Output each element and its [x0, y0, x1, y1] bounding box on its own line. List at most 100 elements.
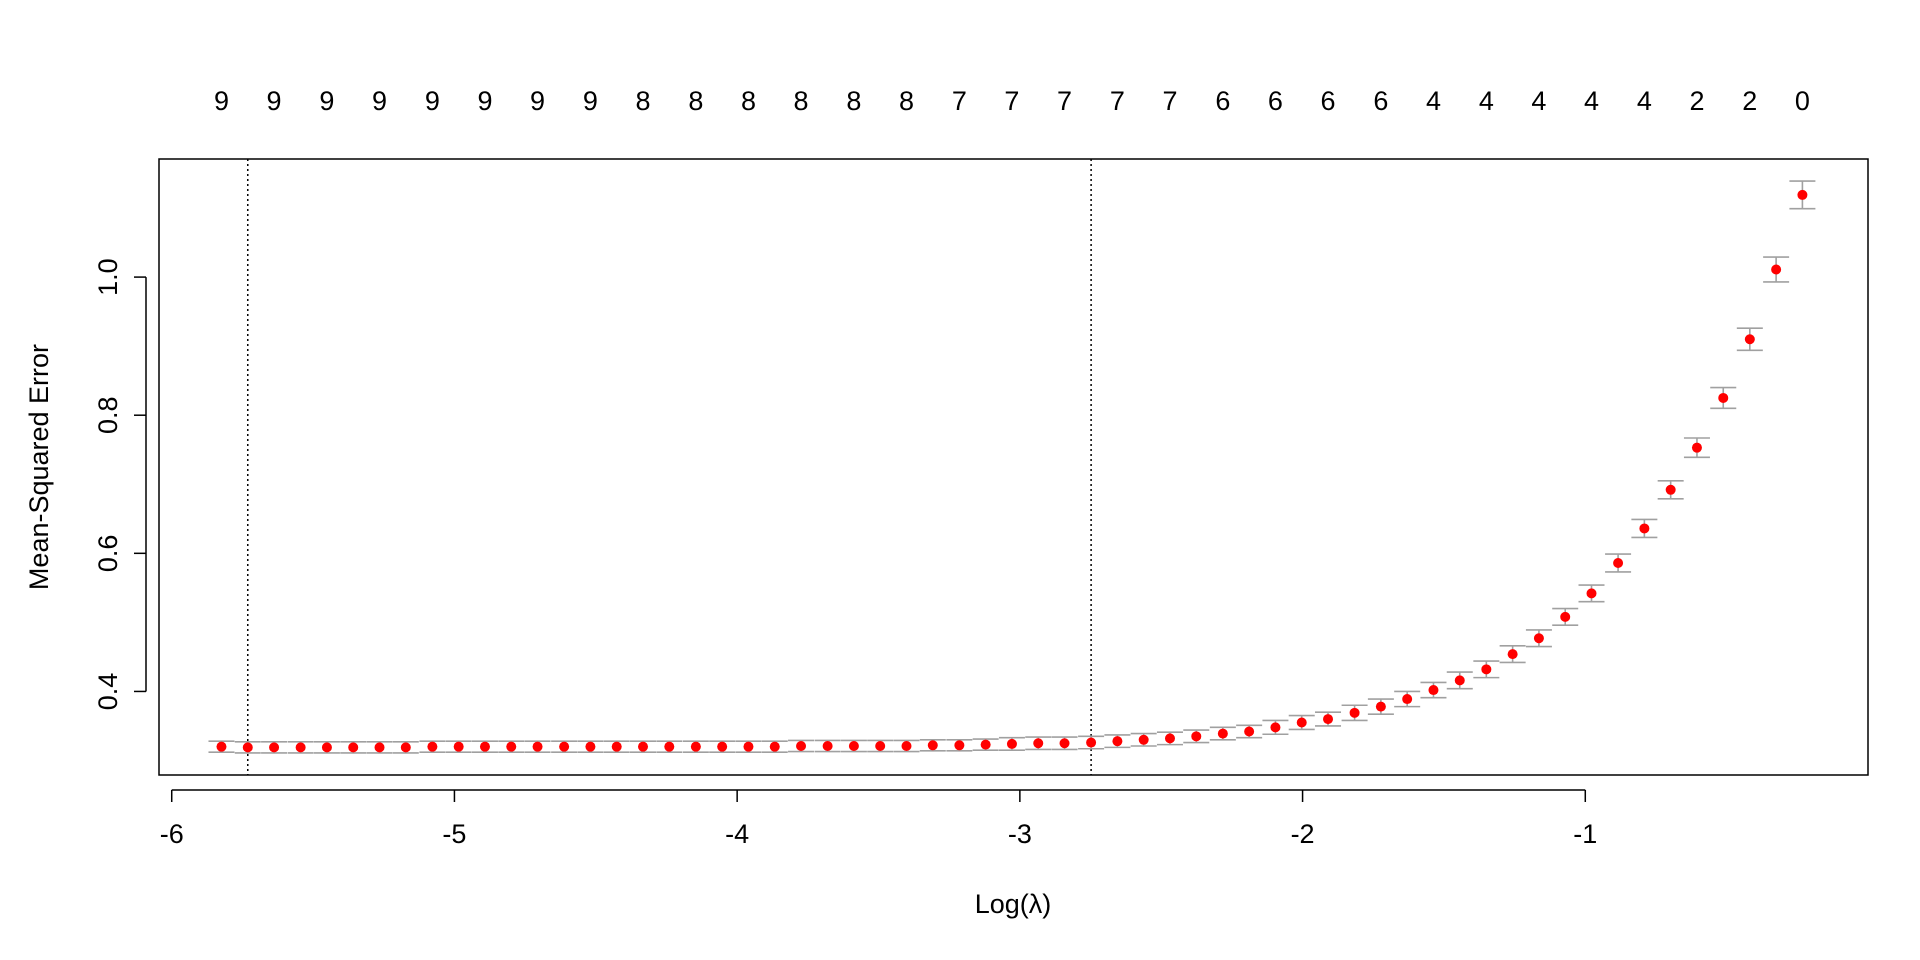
top-tick-label: 8	[846, 86, 861, 116]
point	[1059, 738, 1070, 749]
point	[769, 741, 780, 752]
plot-frame	[158, 158, 1869, 776]
point	[1481, 664, 1492, 675]
point	[453, 741, 464, 752]
top-tick-label: 4	[1584, 86, 1599, 116]
top-tick-label: 9	[214, 86, 229, 116]
point	[980, 739, 991, 750]
point	[1454, 675, 1465, 686]
point	[1349, 707, 1360, 718]
point	[1191, 731, 1202, 742]
x-tick-label: -6	[160, 819, 184, 849]
top-tick-label: 7	[1004, 86, 1019, 116]
point	[479, 741, 490, 752]
point	[242, 742, 253, 753]
point	[321, 742, 332, 753]
point	[1086, 737, 1097, 748]
top-tick-label: 7	[1162, 86, 1177, 116]
top-tick-label: 6	[1268, 86, 1283, 116]
top-tick-label: 4	[1637, 86, 1652, 116]
point	[875, 740, 886, 751]
y-tick-label: 0.8	[93, 396, 123, 434]
top-tick-label: 6	[1321, 86, 1336, 116]
point	[717, 741, 728, 752]
y-tick-label: 0.4	[93, 673, 123, 711]
point	[1296, 717, 1307, 728]
y-axis-label: Mean-Squared Error	[24, 344, 54, 590]
point	[269, 742, 280, 753]
x-tick-label: -1	[1573, 819, 1597, 849]
top-tick-label: 8	[635, 86, 650, 116]
top-tick-label: 4	[1531, 86, 1546, 116]
x-tick-label: -3	[1008, 819, 1032, 849]
point	[559, 741, 570, 752]
point	[1112, 736, 1123, 747]
point	[1586, 588, 1597, 599]
top-tick-label: 7	[1110, 86, 1125, 116]
point	[690, 741, 701, 752]
top-tick-label: 7	[952, 86, 967, 116]
point	[927, 740, 938, 751]
point	[954, 740, 965, 751]
x-tick-label: -2	[1291, 819, 1315, 849]
x-tick-label: -4	[725, 819, 749, 849]
y-tick-label: 0.6	[93, 535, 123, 573]
point	[638, 741, 649, 752]
point	[1771, 264, 1782, 275]
y-tick-label: 1.0	[93, 258, 123, 296]
point	[348, 742, 359, 753]
point	[901, 740, 912, 751]
point	[1560, 611, 1571, 622]
point	[848, 740, 859, 751]
x-tick-label: -5	[442, 819, 466, 849]
point	[1006, 738, 1017, 749]
top-tick-label: 8	[794, 86, 809, 116]
top-tick-label: 8	[688, 86, 703, 116]
point	[1533, 633, 1544, 644]
point	[374, 742, 385, 753]
point	[427, 741, 438, 752]
point	[1428, 685, 1439, 696]
point	[1744, 334, 1755, 345]
point	[1164, 733, 1175, 744]
point	[1691, 442, 1702, 453]
top-tick-label: 9	[583, 86, 598, 116]
top-tick-label: 9	[267, 86, 282, 116]
point	[532, 741, 543, 752]
point	[1718, 392, 1729, 403]
top-tick-label: 4	[1479, 86, 1494, 116]
point	[1402, 694, 1413, 705]
point	[822, 740, 833, 751]
point	[585, 741, 596, 752]
top-tick-label: 2	[1742, 86, 1757, 116]
point	[1323, 714, 1334, 725]
top-tick-label: 9	[425, 86, 440, 116]
point	[1138, 734, 1149, 745]
point	[1507, 649, 1518, 660]
point	[743, 741, 754, 752]
point	[611, 741, 622, 752]
point	[1665, 484, 1676, 495]
point	[1375, 701, 1386, 712]
top-tick-label: 8	[899, 86, 914, 116]
x-axis-label: Log(λ)	[975, 889, 1052, 919]
top-tick-label: 0	[1795, 86, 1810, 116]
point	[1270, 722, 1281, 733]
point	[400, 742, 411, 753]
point	[1639, 523, 1650, 534]
point	[1244, 726, 1255, 737]
point	[796, 740, 807, 751]
point	[1033, 738, 1044, 749]
point	[1217, 728, 1228, 739]
top-tick-label: 9	[319, 86, 334, 116]
point	[506, 741, 517, 752]
top-tick-label: 4	[1426, 86, 1441, 116]
point	[1797, 189, 1808, 200]
top-tick-label: 2	[1689, 86, 1704, 116]
top-tick-label: 6	[1373, 86, 1388, 116]
top-tick-label: 9	[372, 86, 387, 116]
top-tick-label: 7	[1057, 86, 1072, 116]
top-tick-label: 6	[1215, 86, 1230, 116]
point	[1613, 557, 1624, 568]
